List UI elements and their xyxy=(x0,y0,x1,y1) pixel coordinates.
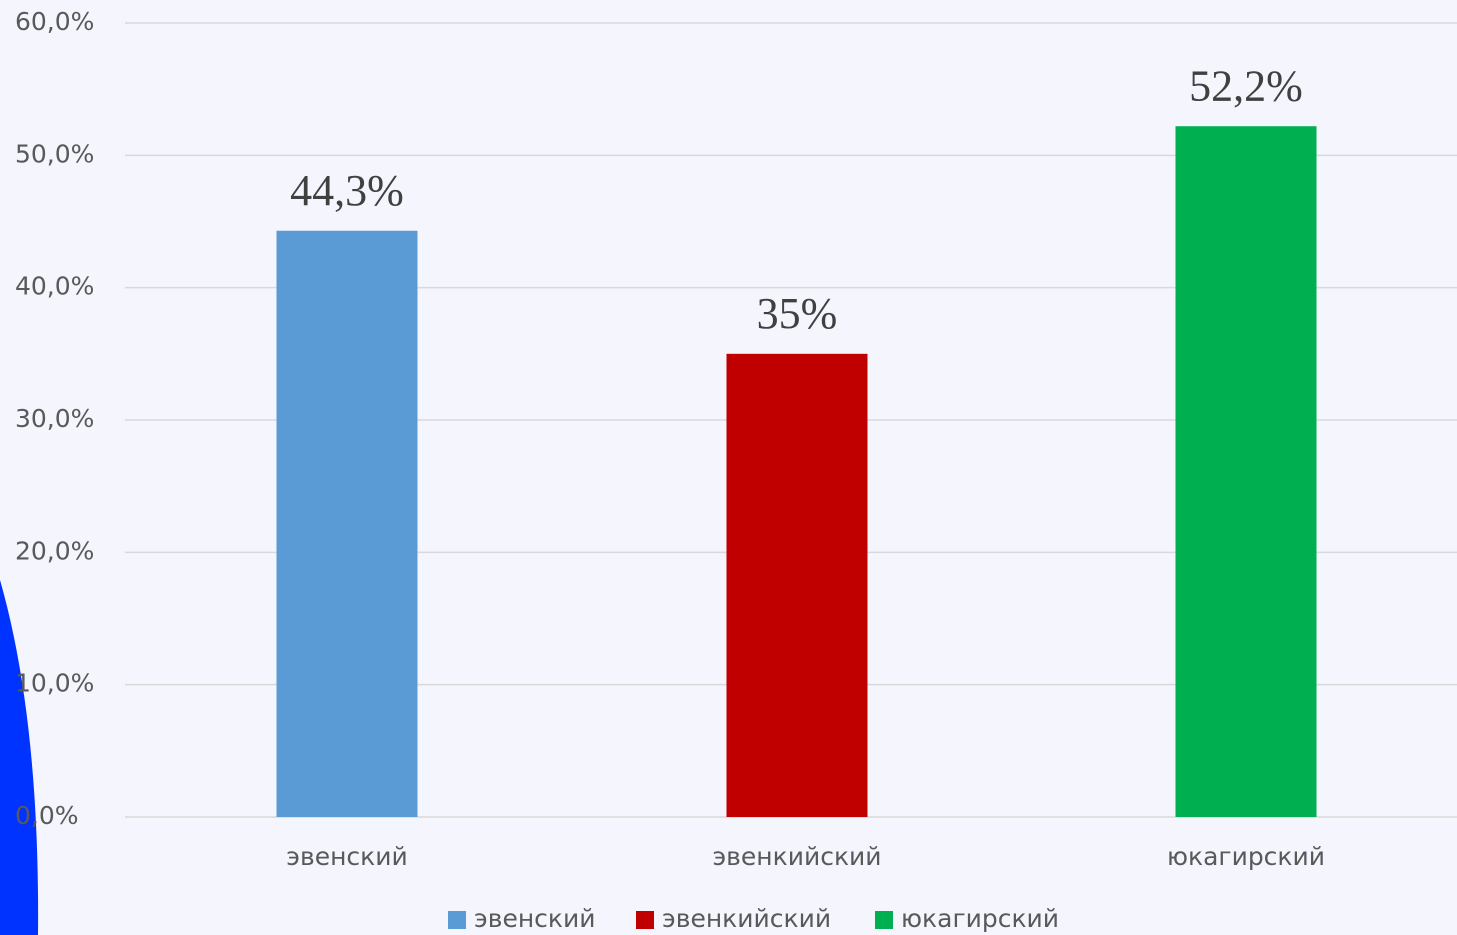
bar xyxy=(1175,126,1317,818)
legend-swatch xyxy=(636,911,654,929)
x-tick-label: эвенкийский xyxy=(712,842,881,871)
value-label: 44,3% xyxy=(290,166,404,215)
y-tick-label: 0,0% xyxy=(15,801,79,830)
x-tick-label: юкагирский xyxy=(1167,842,1325,871)
legend-swatch xyxy=(875,911,893,929)
y-tick-label: 40,0% xyxy=(15,272,94,301)
legend-label: юкагирский xyxy=(901,904,1059,933)
bar xyxy=(726,353,868,817)
bar xyxy=(276,230,418,818)
y-tick-label: 50,0% xyxy=(15,139,94,168)
y-tick-label: 10,0% xyxy=(15,669,94,698)
legend-label: эвенкийский xyxy=(662,904,831,933)
y-tick-label: 30,0% xyxy=(15,404,94,433)
decorative-arc xyxy=(0,580,39,935)
legend-label: эвенский xyxy=(474,904,596,933)
legend-swatch xyxy=(448,911,466,929)
y-tick-label: 60,0% xyxy=(15,7,94,36)
value-label: 52,2% xyxy=(1189,61,1303,110)
y-tick-label: 20,0% xyxy=(15,536,94,565)
x-tick-label: эвенский xyxy=(286,842,408,871)
value-label: 35% xyxy=(757,289,838,338)
